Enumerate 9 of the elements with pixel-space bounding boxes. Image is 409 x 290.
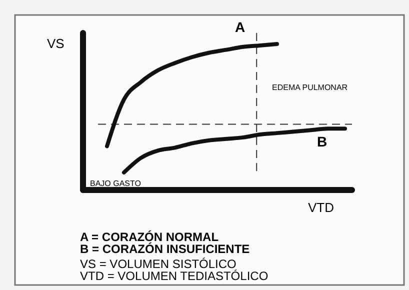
y-axis-title: VS	[47, 36, 65, 51]
text: VTD = VOLUMEN TEDIASTÓLICO	[80, 269, 268, 283]
annotation: EDEMA PULMONAR	[272, 83, 348, 92]
series-label: B	[317, 134, 328, 150]
x-axis-title: VTD	[308, 200, 334, 215]
series-label: A	[235, 19, 246, 35]
annotation: BAJO GASTO	[90, 179, 141, 188]
text: B = CORAZÓN INSUFICIENTE	[80, 242, 250, 256]
text: VS = VOLUMEN SISTÓLICO	[80, 257, 236, 271]
